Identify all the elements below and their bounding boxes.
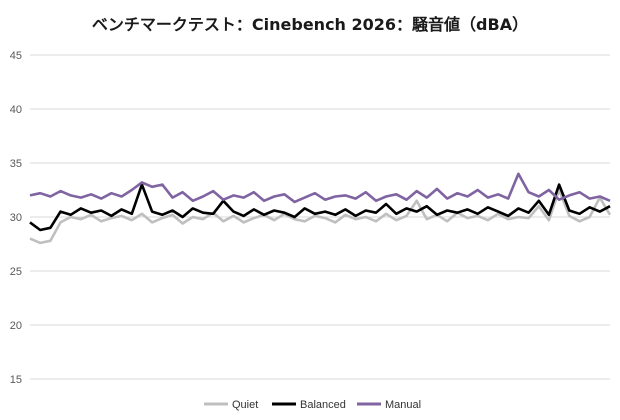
y-tick-label: 45 bbox=[10, 50, 22, 62]
y-tick-label: 35 bbox=[10, 158, 22, 170]
y-tick-label: 25 bbox=[10, 266, 22, 278]
legend: Quiet Balanced Manual bbox=[204, 399, 421, 411]
y-tick-label: 30 bbox=[10, 212, 22, 224]
y-tick-label: 40 bbox=[10, 104, 22, 116]
chart-title: ベンチマークテスト：Cinebench 2026：騒音値（dBA） bbox=[91, 15, 529, 34]
y-tick-label: 15 bbox=[10, 374, 22, 386]
y-tick-label: 20 bbox=[10, 320, 22, 332]
legend-label-quiet: Quiet bbox=[232, 399, 258, 411]
series-line-balanced bbox=[29, 183, 611, 232]
legend-label-balanced: Balanced bbox=[300, 399, 346, 411]
series-line-quiet bbox=[29, 188, 612, 245]
legend-label-manual: Manual bbox=[385, 399, 421, 411]
y-axis-tick-labels: 15 20 25 30 35 40 45 bbox=[10, 50, 22, 386]
series-line-manual bbox=[29, 172, 611, 204]
series-lines bbox=[29, 172, 612, 245]
